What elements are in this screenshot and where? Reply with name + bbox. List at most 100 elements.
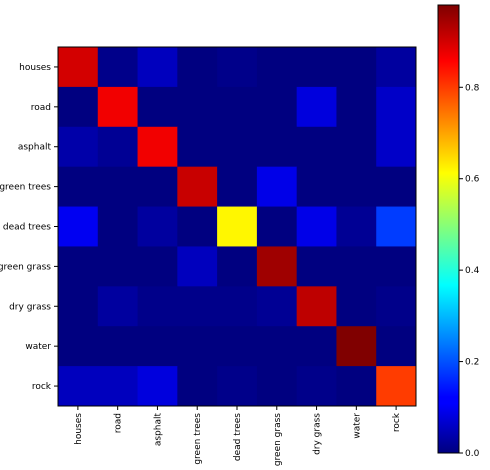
column-tick-label: asphalt — [153, 413, 163, 447]
heatmap-cell — [256, 47, 298, 88]
heatmap-cell — [177, 286, 218, 327]
heatmap-cell — [376, 326, 417, 367]
heatmap-cell — [58, 286, 99, 327]
column-tick-label: green grass — [273, 413, 283, 466]
heatmap-cell — [58, 126, 99, 168]
heatmap-cell — [177, 326, 218, 367]
row-tick-labels: houses road asphalt green trees dead trees gr… — [0, 63, 58, 392]
heatmap-cell — [137, 366, 178, 407]
heatmap-cell — [58, 47, 99, 88]
column-tick-labels: houses road asphalt green trees dead trees gr… — [74, 406, 402, 466]
row-tick-label: dead trees — [3, 223, 51, 233]
heatmap-cell — [217, 286, 258, 327]
heatmap-cell — [256, 366, 298, 407]
heatmap-cell — [58, 246, 99, 287]
column-tick-label: dry grass — [313, 413, 323, 455]
heatmap-cell — [177, 47, 218, 88]
heatmap-cell — [256, 126, 298, 168]
heatmap-cell — [376, 366, 417, 407]
heatmap-cell — [336, 286, 377, 327]
heatmap-cell — [137, 246, 178, 287]
heatmap-cell — [137, 166, 178, 208]
row-tick-label: houses — [19, 63, 51, 73]
heatmap-cell — [336, 126, 377, 168]
heatmap-cell — [137, 126, 178, 168]
heatmap-cell — [296, 286, 337, 327]
heatmap-cell — [256, 326, 298, 367]
heatmap-cell — [177, 86, 218, 128]
heatmap-cell — [376, 86, 417, 128]
heatmap-cell — [217, 166, 258, 208]
heatmap-cell — [97, 166, 139, 208]
heatmap-cell — [217, 47, 258, 88]
column-tick-label: road — [114, 413, 124, 433]
heatmap-cell — [217, 246, 258, 287]
heatmap-cell — [296, 86, 337, 128]
heatmap-cell — [336, 206, 377, 247]
heatmap-cell — [97, 206, 139, 247]
heatmap-cell — [137, 286, 178, 327]
heatmap-cell — [376, 166, 417, 208]
row-tick-label: green grass — [0, 262, 51, 272]
heatmap-cell — [256, 206, 298, 247]
heatmap-cell — [97, 126, 139, 168]
heatmap-cell — [217, 206, 258, 247]
heatmap-cell — [217, 86, 258, 128]
heatmap-cell — [296, 166, 337, 208]
heatmap-cell — [217, 366, 258, 407]
column-tick-label: green trees — [193, 413, 203, 465]
heatmap-cell — [177, 166, 218, 208]
heatmap-cell — [336, 166, 377, 208]
colorbar-tick-label: 0.4 — [465, 266, 480, 276]
heatmap-cell — [58, 86, 99, 128]
heatmap-cell — [376, 47, 417, 88]
heatmap-cell — [97, 366, 139, 407]
colorbar-tick-label: 0.0 — [465, 449, 480, 459]
heatmap-cells — [58, 47, 417, 407]
heatmap-cell — [177, 126, 218, 168]
heatmap-cell — [336, 47, 377, 88]
heatmap-cell — [177, 366, 218, 407]
column-tick-label: houses — [74, 413, 84, 445]
row-tick-label: road — [31, 103, 51, 113]
heatmap-cell — [296, 366, 337, 407]
colorbar-tick-labels: 0.0 0.2 0.4 0.6 0.8 — [459, 83, 480, 459]
row-tick-label: rock — [32, 382, 52, 392]
heatmap-cell — [336, 366, 377, 407]
heatmap-cell — [376, 286, 417, 327]
colorbar-tick-label: 0.6 — [465, 175, 480, 185]
heatmap-cell — [97, 246, 139, 287]
heatmap-cell — [97, 86, 139, 128]
heatmap-cell — [296, 206, 337, 247]
heatmap-cell — [336, 246, 377, 287]
heatmap-cell — [58, 366, 99, 407]
heatmap-cell — [137, 206, 178, 247]
heatmap-cell — [97, 326, 139, 367]
heatmap-cell — [296, 47, 337, 88]
heatmap-cell — [336, 86, 377, 128]
colorbar-tick-label: 0.8 — [465, 83, 480, 93]
heatmap-cell — [137, 47, 178, 88]
row-tick-label: dry grass — [9, 302, 51, 312]
heatmap-cell — [137, 326, 178, 367]
heatmap-cell — [376, 206, 417, 247]
heatmap-cell — [256, 86, 298, 128]
heatmap-cell — [256, 286, 298, 327]
row-tick-label: green trees — [0, 183, 51, 193]
heatmap-cell — [256, 246, 298, 287]
heatmap-cell — [58, 326, 99, 367]
heatmap-cell — [217, 326, 258, 367]
heatmap-cell — [58, 166, 99, 208]
heatmap-cell — [97, 47, 139, 88]
heatmap-cell — [217, 126, 258, 168]
column-tick-label: rock — [392, 412, 402, 432]
colorbar-tick-label: 0.2 — [465, 358, 479, 368]
heatmap-cell — [256, 166, 298, 208]
column-tick-label: dead trees — [233, 413, 243, 461]
column-tick-label: water — [352, 413, 362, 439]
heatmap-cell — [336, 326, 377, 367]
heatmap-cell — [97, 286, 139, 327]
heatmap-cell — [58, 206, 99, 247]
colorbar — [437, 4, 460, 454]
